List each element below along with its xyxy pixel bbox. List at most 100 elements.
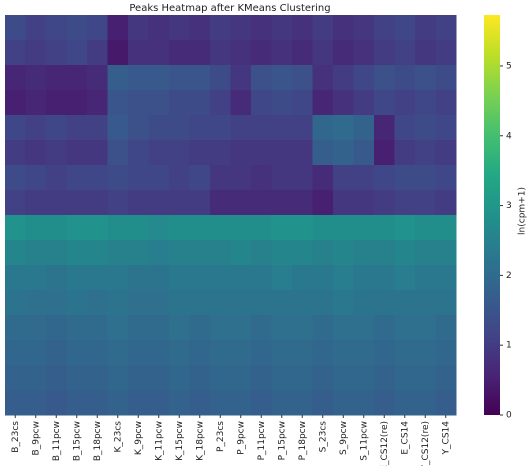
- heatmap-cell: [210, 390, 231, 416]
- heatmap-cell: [128, 90, 149, 116]
- heatmap-cell: [271, 15, 293, 41]
- heatmap-cell: [312, 40, 334, 66]
- x-tick-label: E_CS14: [400, 421, 410, 455]
- heatmap-cell: [312, 215, 334, 241]
- heatmap-cell: [312, 90, 334, 116]
- x-tick-label: S_23cs: [318, 421, 328, 453]
- heatmap-cell: [415, 315, 436, 341]
- heatmap-cell: [251, 240, 272, 266]
- heatmap-cell: [394, 265, 416, 291]
- heatmap-cell: [353, 390, 375, 416]
- heatmap-cell: [169, 265, 190, 291]
- heatmap-cell: [435, 315, 457, 341]
- heatmap-cell: [46, 390, 67, 416]
- heatmap-cell: [251, 315, 272, 341]
- heatmap-cell: [394, 215, 416, 241]
- heatmap-cell: [25, 115, 47, 141]
- heatmap-cell: [435, 265, 457, 291]
- heatmap-cell: [25, 290, 47, 316]
- heatmap-cell: [415, 65, 436, 91]
- heatmap-cell: [46, 240, 67, 266]
- heatmap-cell: [148, 215, 170, 241]
- heatmap-cell: [87, 290, 108, 316]
- heatmap-cell: [66, 215, 88, 241]
- heatmap-cell: [148, 90, 170, 116]
- heatmap-cell: [435, 190, 457, 216]
- heatmap-cell: [87, 140, 108, 166]
- heatmap-cell: [415, 240, 436, 266]
- heatmap-cell: [374, 65, 395, 91]
- heatmap-cell: [333, 115, 354, 141]
- heatmap-cell: [271, 65, 293, 91]
- heatmap-cell: [374, 140, 395, 166]
- heatmap-cell: [107, 240, 129, 266]
- x-tick-label: S_9pcw: [339, 421, 349, 455]
- heatmap-cell: [87, 165, 108, 191]
- heatmap-cell: [271, 290, 293, 316]
- heatmap-cell: [251, 365, 272, 391]
- heatmap-cell: [435, 115, 457, 141]
- heatmap-cell: [169, 65, 190, 91]
- heatmap-cell: [292, 290, 313, 316]
- heatmap-cell: [374, 365, 395, 391]
- heatmap-cell: [128, 240, 149, 266]
- heatmap-cell: [5, 90, 26, 116]
- heatmap-cell: [128, 115, 149, 141]
- heatmap-cell: [25, 40, 47, 66]
- heatmap-cell: [107, 190, 129, 216]
- heatmap-cell: [394, 90, 416, 116]
- heatmap-cell: [148, 140, 170, 166]
- x-tick-label: E_CS12(re): [380, 421, 390, 466]
- heatmap-cell: [230, 240, 252, 266]
- heatmap-cell: [251, 15, 272, 41]
- heatmap-cell: [169, 340, 190, 366]
- colorbar-tick-label: 3: [506, 201, 512, 211]
- x-tick-label: B_9pcw: [31, 421, 41, 455]
- heatmap-cell: [5, 140, 26, 166]
- heatmap-cell: [333, 190, 354, 216]
- heatmap-cell: [394, 190, 416, 216]
- heatmap-cell: [292, 15, 313, 41]
- heatmap-cell: [169, 190, 190, 216]
- heatmap-cell: [251, 40, 272, 66]
- heatmap-cell: [148, 15, 170, 41]
- heatmap-cell: [353, 65, 375, 91]
- heatmap-cell: [128, 15, 149, 41]
- heatmap-cell: [87, 90, 108, 116]
- heatmap-cell: [230, 90, 252, 116]
- heatmap-cell: [230, 265, 252, 291]
- x-tick-label: P_18pcw: [298, 421, 308, 460]
- heatmap-cell: [189, 40, 211, 66]
- heatmap-cell: [66, 115, 88, 141]
- heatmap-cell: [5, 365, 26, 391]
- colorbar-tick-label: 4: [506, 131, 512, 141]
- heatmap-cell: [312, 15, 334, 41]
- x-tick-label: P_23cs: [216, 421, 226, 452]
- heatmap-cell: [128, 265, 149, 291]
- heatmap-cell: [189, 390, 211, 416]
- heatmap-cell: [210, 240, 231, 266]
- heatmap-cell: [25, 15, 47, 41]
- heatmap-cell: [210, 65, 231, 91]
- heatmap-cell: [128, 215, 149, 241]
- heatmap-cell: [189, 65, 211, 91]
- heatmap-cell: [312, 365, 334, 391]
- colorbar-label: ln(cpm+1): [518, 187, 528, 235]
- heatmap-cell: [394, 365, 416, 391]
- heatmap-cell: [107, 390, 129, 416]
- heatmap-cell: [312, 240, 334, 266]
- heatmap-cell: [292, 40, 313, 66]
- heatmap-cell: [415, 165, 436, 191]
- heatmap-cell: [394, 115, 416, 141]
- heatmap-cell: [333, 290, 354, 316]
- heatmap-cell: [5, 190, 26, 216]
- heatmap-cell: [353, 15, 375, 41]
- heatmap-cell: [353, 240, 375, 266]
- x-tick-label: K_15pcw: [175, 421, 185, 461]
- heatmap-cell: [46, 90, 67, 116]
- colorbar: [484, 15, 500, 415]
- heatmap-cell: [148, 115, 170, 141]
- heatmap-cell: [5, 240, 26, 266]
- heatmap-cell: [394, 390, 416, 416]
- heatmap-cell: [374, 265, 395, 291]
